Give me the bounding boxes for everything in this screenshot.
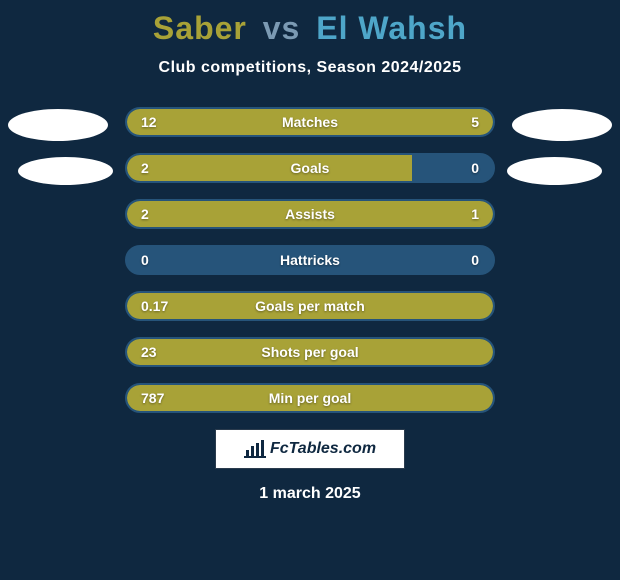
stat-value-left: 23 <box>141 344 157 360</box>
bar-fill-left <box>127 155 412 181</box>
stat-row: 0 Hattricks 0 <box>125 245 495 275</box>
stat-row: 23 Shots per goal <box>125 337 495 367</box>
stat-value-right: 1 <box>471 206 479 222</box>
player2-name: El Wahsh <box>316 10 467 46</box>
stat-label: Shots per goal <box>261 344 358 360</box>
chart-icon <box>244 440 266 458</box>
player1-club-badge <box>18 157 113 185</box>
stat-value-left: 2 <box>141 206 149 222</box>
stat-row: 787 Min per goal <box>125 383 495 413</box>
stat-row: 0.17 Goals per match <box>125 291 495 321</box>
stat-value-left: 787 <box>141 390 164 406</box>
comparison-title: Saber vs El Wahsh <box>0 0 620 47</box>
stat-label: Min per goal <box>269 390 351 406</box>
player2-avatar <box>512 109 612 141</box>
brand-text: FcTables.com <box>270 440 376 458</box>
stat-label: Goals per match <box>255 298 365 314</box>
subtitle: Club competitions, Season 2024/2025 <box>0 59 620 77</box>
stat-bars-container: 12 Matches 5 2 Goals 0 2 Assists 1 0 Hattricks 0 0.1… <box>125 107 495 413</box>
player2-club-badge <box>507 157 602 185</box>
stat-value-left: 0 <box>141 252 149 268</box>
bar-fill-left <box>127 109 383 135</box>
stat-value-right: 0 <box>471 252 479 268</box>
player1-name: Saber <box>153 10 247 46</box>
player1-avatar <box>8 109 108 141</box>
stat-row: 2 Goals 0 <box>125 153 495 183</box>
stat-label: Matches <box>282 114 338 130</box>
stats-chart: 12 Matches 5 2 Goals 0 2 Assists 1 0 Hattricks 0 0.1… <box>0 107 620 413</box>
stat-value-left: 0.17 <box>141 298 168 314</box>
stat-row: 2 Assists 1 <box>125 199 495 229</box>
stat-row: 12 Matches 5 <box>125 107 495 137</box>
stat-value-right: 0 <box>471 160 479 176</box>
stat-value-left: 12 <box>141 114 157 130</box>
vs-label: vs <box>263 10 301 46</box>
stat-label: Hattricks <box>280 252 340 268</box>
stat-label: Goals <box>291 160 330 176</box>
stat-value-left: 2 <box>141 160 149 176</box>
stat-value-right: 5 <box>471 114 479 130</box>
date-label: 1 march 2025 <box>0 485 620 503</box>
stat-label: Assists <box>285 206 335 222</box>
brand-badge: FcTables.com <box>215 429 405 469</box>
